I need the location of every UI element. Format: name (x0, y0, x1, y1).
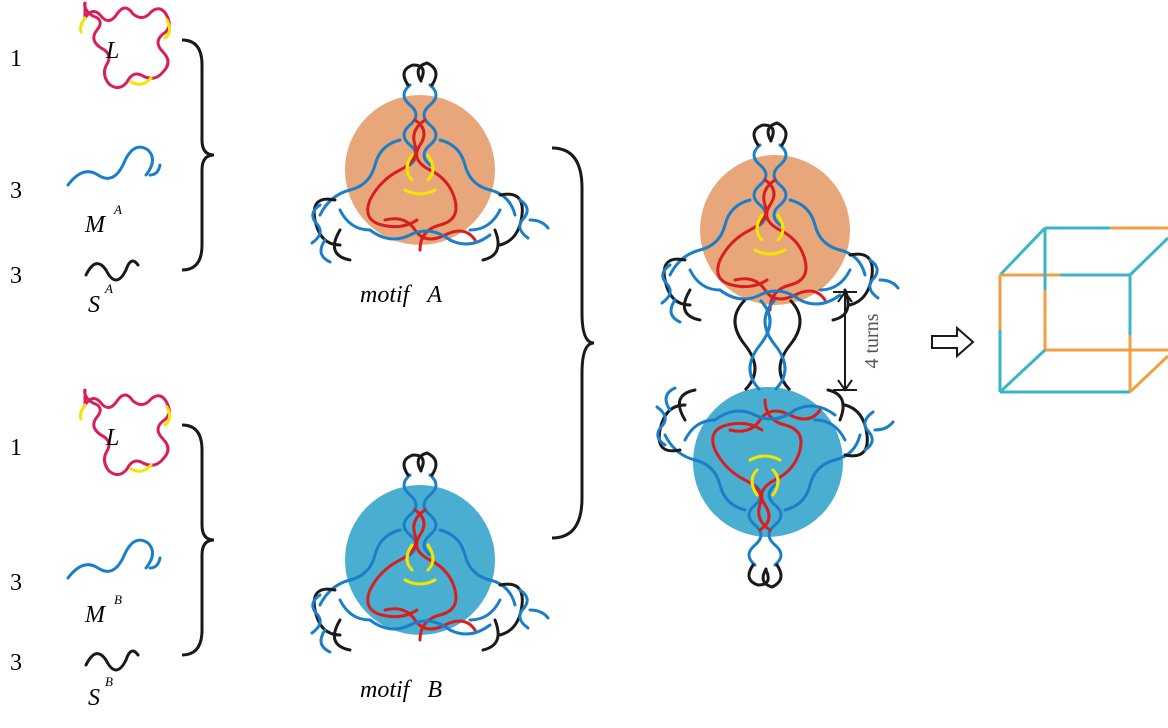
motif-label: motif B (360, 677, 442, 703)
motif-letter: B (427, 677, 442, 703)
strand-s (84, 259, 140, 282)
strand-l (79, 387, 172, 477)
motif-letter: A (425, 282, 442, 308)
strand-label: L (105, 425, 119, 451)
strand-sup: B (114, 592, 122, 607)
hollow-arrow (931, 325, 975, 359)
strand-s (84, 649, 140, 672)
spacing-arrow (833, 290, 857, 392)
strand-l (79, 0, 172, 90)
strand-label: M (84, 602, 107, 628)
brace (181, 423, 215, 657)
strand-label: S (88, 685, 100, 711)
strand-label: M (84, 212, 107, 238)
spacing-label: 4 turns (861, 313, 883, 368)
brace (181, 38, 215, 272)
count: 3 (10, 650, 22, 676)
motif-core (345, 485, 495, 635)
motif-word: motif (360, 677, 413, 703)
count: 3 (10, 570, 22, 596)
motif-core (700, 155, 850, 305)
strand-sup: A (113, 202, 122, 217)
strand-m (66, 538, 162, 580)
motif-word: motif (360, 282, 413, 308)
cube (998, 226, 1168, 394)
count: 1 (10, 435, 22, 461)
count: 3 (10, 263, 22, 289)
motif-core (345, 95, 495, 245)
count: 1 (10, 46, 22, 72)
strand-label: S (88, 292, 100, 318)
strand-m (66, 145, 162, 187)
strand-sup: B (105, 674, 113, 689)
linker (748, 298, 787, 392)
brace (551, 146, 595, 540)
strand-sup: A (104, 281, 113, 296)
strand-label: L (105, 38, 119, 64)
motif-label: motif A (360, 282, 442, 308)
count: 3 (10, 178, 22, 204)
